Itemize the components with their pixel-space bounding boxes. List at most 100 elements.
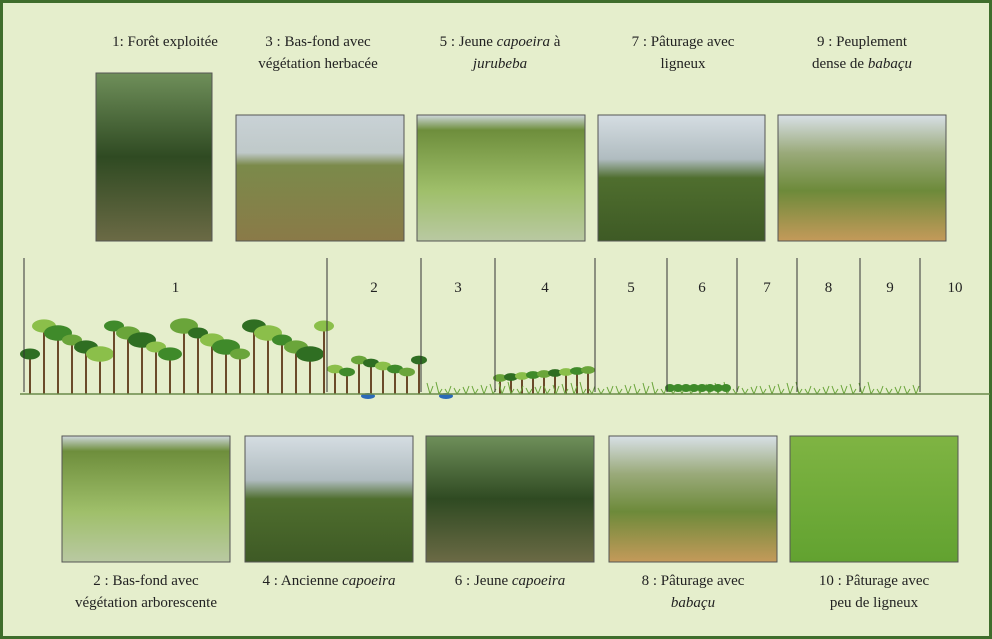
zone-label: 10 [948,280,963,296]
caption-line: 3 : Bas-fond avec [265,34,371,50]
caption-text: 8 : Pâturage avec [642,573,745,589]
zone-label: 9 [886,280,894,296]
photo [244,435,414,563]
crown [158,347,182,361]
grass [912,384,920,395]
grass [561,383,569,395]
zone-label: 1 [172,280,180,296]
crown [363,358,379,368]
grass [525,387,533,395]
caption-text: ligneux [661,56,706,72]
grass [786,382,794,395]
grass [471,385,479,395]
caption-text: capoeira [342,573,395,589]
crown [515,372,529,380]
zone-label: 3 [454,280,462,296]
caption-line: 1: Forêt exploitée [112,34,218,50]
grass [894,385,902,395]
grass [516,385,524,395]
shrub [681,384,691,392]
crown [581,366,595,374]
crown [375,361,391,371]
photo [235,114,405,242]
zone-label: 2 [370,280,378,296]
grass [552,384,560,395]
grass [903,385,911,395]
caption-text: capoeira [497,34,550,50]
caption-line: peu de ligneux [830,595,919,611]
caption-line: 4 : Ancienne capoeira [263,573,396,589]
caption-text: 7 : Pâturage avec [632,34,735,50]
caption-text: 4 : Ancienne [263,573,343,589]
zone-label: 6 [698,280,706,296]
caption-text: 6 : Jeune [455,573,512,589]
crown [411,355,427,365]
photo [425,435,595,563]
photo [608,435,778,563]
caption-line: 9 : Peuplement [817,34,908,50]
grass [462,385,470,395]
grass [822,385,830,395]
caption-line: végétation herbacée [258,56,378,72]
shrub [697,384,707,392]
caption-text: 1: Forêt exploitée [112,34,218,50]
caption-text: 5 : Jeune [440,34,497,50]
caption-text: 2 : Bas-fond avec [93,573,199,589]
grass [615,385,623,395]
grass [534,385,542,395]
crown [504,373,518,381]
grass [885,387,893,395]
zone-label: 5 [627,280,635,296]
grass [768,384,776,395]
grass [498,382,506,395]
grass [804,385,812,395]
grass [759,385,767,395]
grass [543,385,551,395]
grass [849,383,857,395]
caption-text: 3 : Bas-fond avec [265,34,371,50]
grass [633,383,641,395]
shrub [673,384,683,392]
caption-text: 10 : Pâturage avec [819,573,930,589]
caption-text: peu de ligneux [830,595,919,611]
crown [230,348,250,360]
crown [526,371,540,379]
grass [741,387,749,395]
grass [480,384,488,395]
grass [840,384,848,395]
grass [651,381,659,395]
crown [86,346,114,362]
crown [327,364,343,374]
grass [453,387,461,395]
grass [831,385,839,395]
caption-text: à [550,34,561,50]
shrub [713,384,723,392]
caption-line: végétation arborescente [75,595,217,611]
shrub [689,384,699,392]
caption-text: babaçu [868,56,912,72]
caption-line: jurubeba [471,56,527,72]
grass [777,383,785,395]
photo [777,114,947,242]
grass [606,385,614,395]
photo [95,72,213,242]
caption-line: 10 : Pâturage avec [819,573,930,589]
caption-text: végétation arborescente [75,595,217,611]
zone-label: 8 [825,280,833,296]
caption-text: végétation herbacée [258,56,378,72]
crown [339,367,355,377]
caption-line: dense de babaçu [812,56,912,72]
caption-text: capoeira [512,573,565,589]
shrub [705,384,715,392]
crown [20,348,40,360]
crown [296,346,324,362]
grass [750,385,758,395]
crown [314,320,334,332]
grass [642,382,650,395]
caption-line: babaçu [671,595,715,611]
crown [570,367,584,375]
crown [493,374,507,382]
crown [559,368,573,376]
caption-line: 2 : Bas-fond avec [93,573,199,589]
